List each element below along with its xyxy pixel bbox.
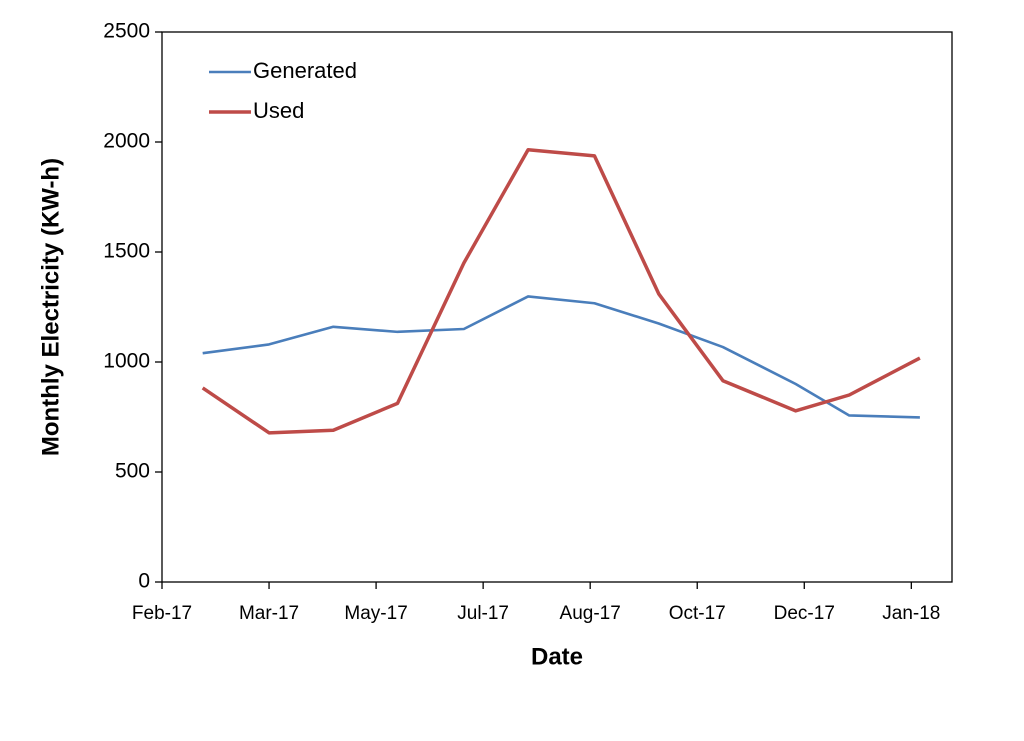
x-tick-label: Oct-17 [669,603,726,624]
x-tick-label: Jul-17 [457,603,509,624]
y-tick-label: 2500 [103,20,150,43]
y-tick-label: 500 [115,460,150,483]
y-tick-label: 1000 [103,350,150,373]
x-axis-title: Date [531,643,583,670]
line-series [202,295,920,419]
x-tick-label: Mar-17 [239,603,299,624]
legend-label: Generated [253,58,357,83]
x-tick-label: Feb-17 [132,603,192,624]
x-tick-label: Dec-17 [774,603,835,624]
y-tick-label: 1500 [103,240,150,263]
y-tick-label: 2000 [103,130,150,153]
x-tick-label: Jan-18 [882,603,940,624]
x-tick-label: Aug-17 [560,603,621,624]
y-axis-title: Monthly Electricity (KW-h) [37,158,64,456]
y-tick-label: 0 [138,570,150,593]
plot-border [161,31,953,583]
x-tick-label: May-17 [344,603,407,624]
line-series [201,147,921,435]
legend-label: Used [253,98,304,123]
